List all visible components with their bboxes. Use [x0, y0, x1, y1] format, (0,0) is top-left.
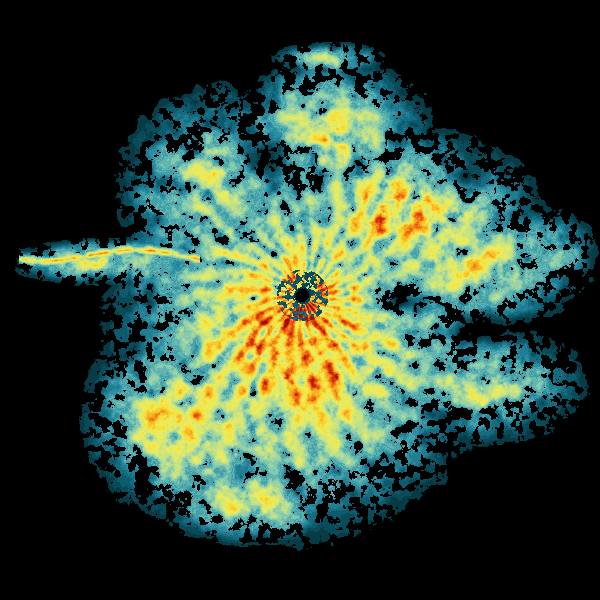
radar-reflectivity-canvas — [0, 0, 600, 600]
radar-image-panel: radar-reflectivity radar-reflectivity-im… — [0, 0, 600, 600]
